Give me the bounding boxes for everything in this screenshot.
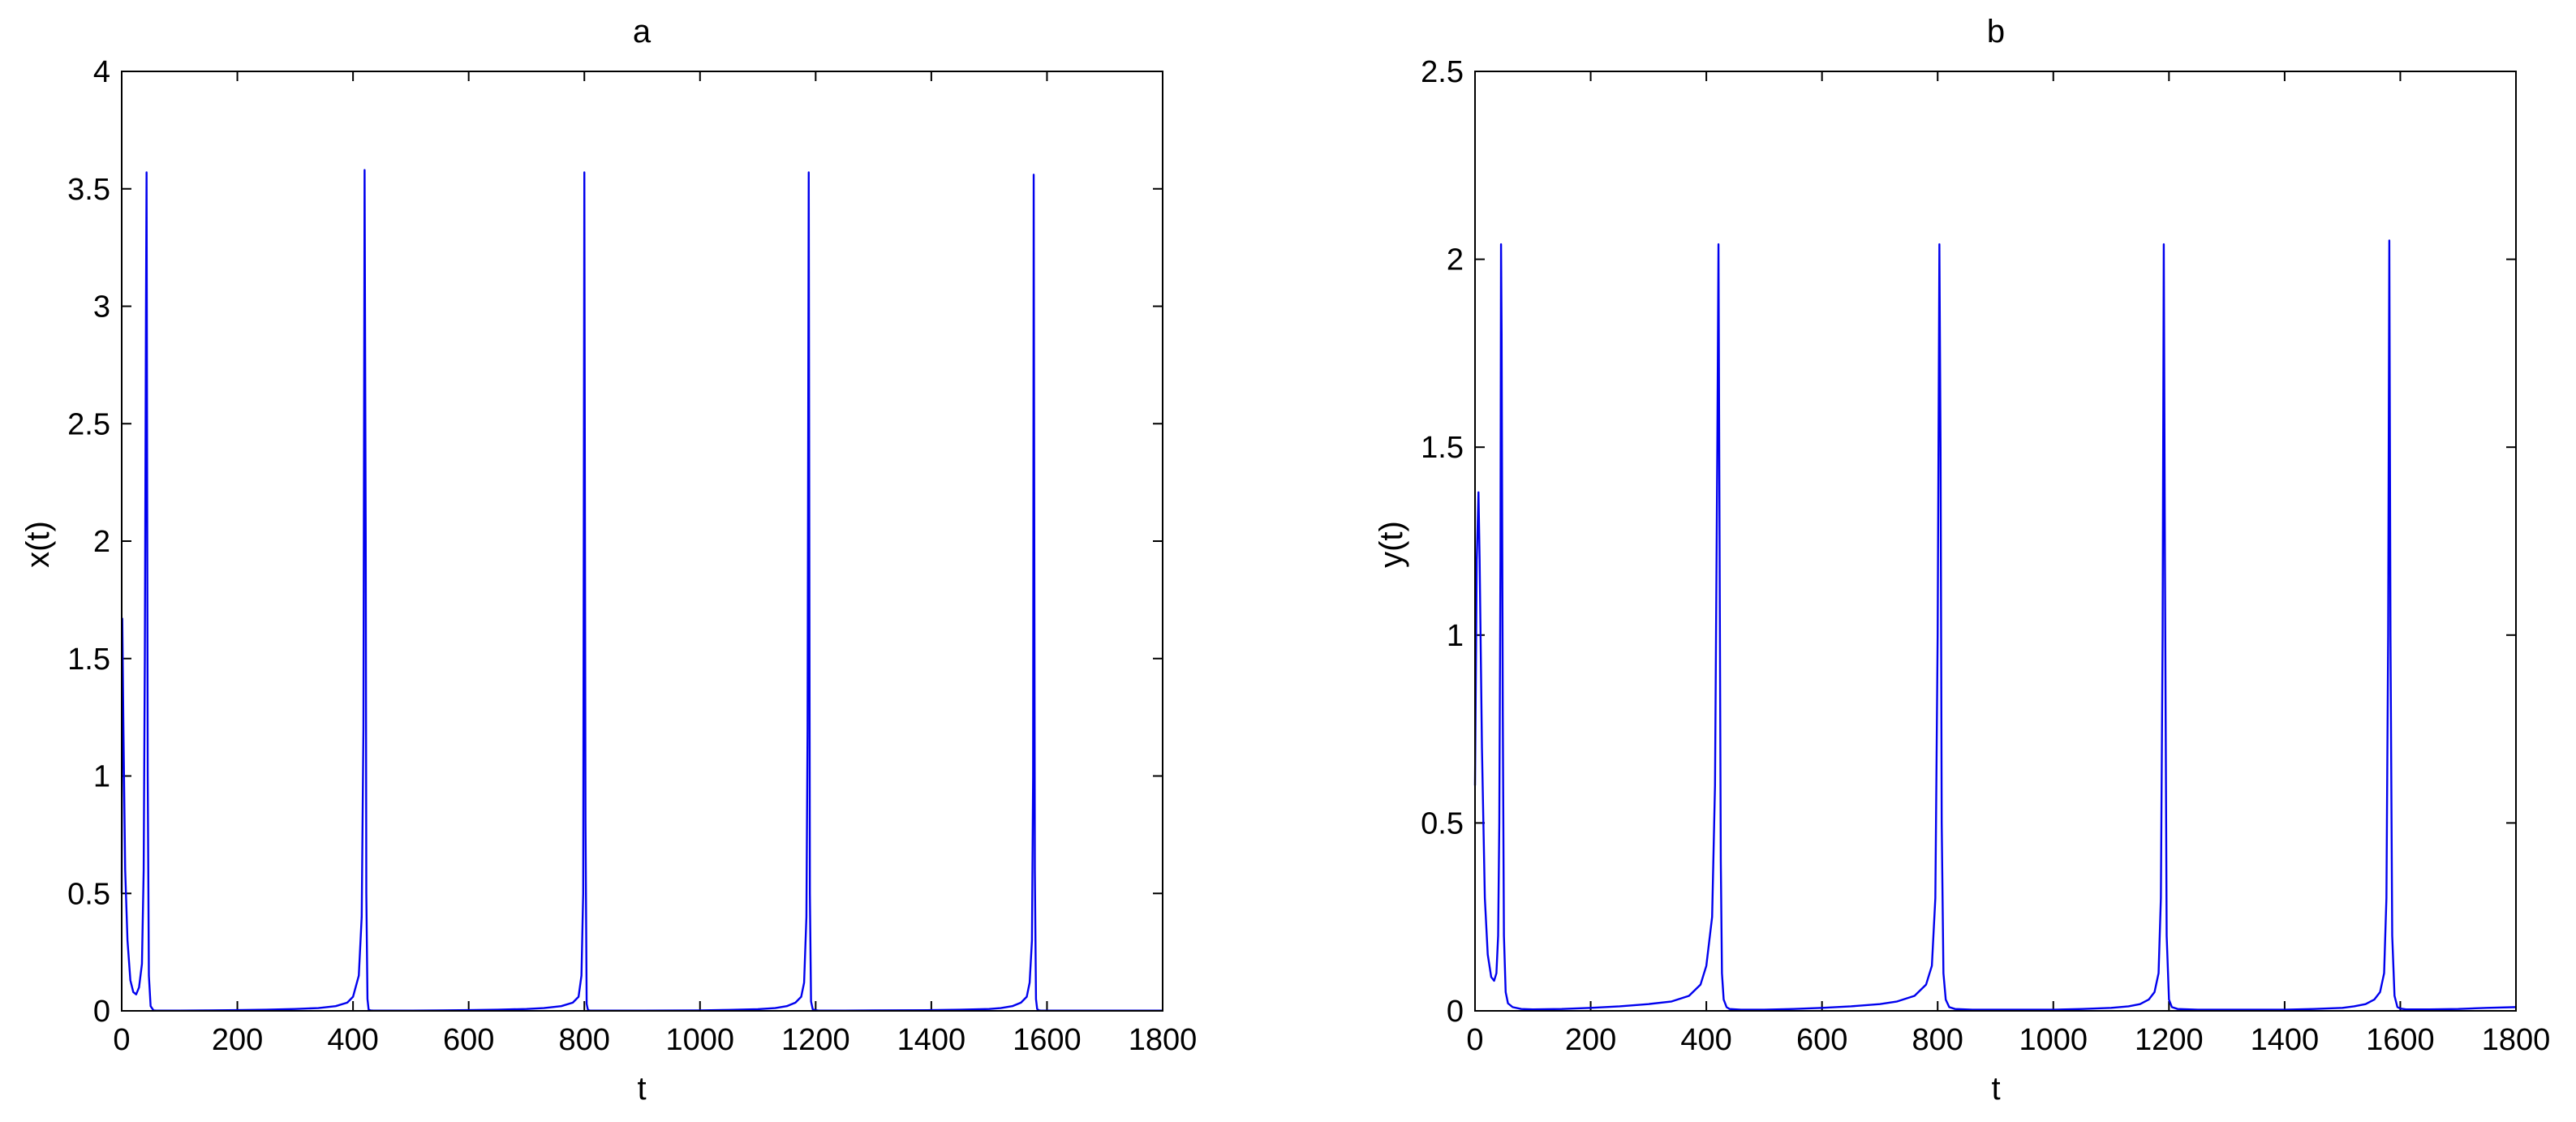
y-tick-label: 4 — [93, 55, 110, 89]
y-tick-label: 3.5 — [67, 173, 110, 207]
x-tick-label: 400 — [327, 1023, 378, 1057]
x-tick-label: 1400 — [2251, 1023, 2320, 1057]
y-axis-label: y(t) — [1374, 521, 1409, 568]
series-group — [120, 169, 1163, 1012]
x-tick-label: 0 — [1466, 1023, 1483, 1057]
x-axis-ticks: 0 200 400 600 800 1000 1200 1400 1600 1800 — [113, 71, 1197, 1057]
y-axis-ticks: 0 0.5 1 1.5 2 2.5 3 3.5 4 — [67, 55, 1163, 1029]
series-line — [120, 169, 1163, 1012]
x-tick-label: 1400 — [897, 1023, 966, 1057]
x-tick-label: 1000 — [2019, 1023, 2088, 1057]
y-tick-label: 2.5 — [1421, 55, 1464, 89]
x-tick-label: 1800 — [2482, 1023, 2551, 1057]
x-tick-label: 1600 — [1013, 1023, 1082, 1057]
x-axis-label: t — [1991, 1071, 2000, 1107]
x-tick-label: 1600 — [2366, 1023, 2435, 1057]
chart-title: a — [633, 14, 652, 49]
y-tick-label: 2 — [1447, 243, 1464, 277]
y-tick-label: 0 — [93, 995, 110, 1029]
y-tick-label: 1 — [1447, 619, 1464, 653]
y-tick-label: 0.5 — [1421, 806, 1464, 840]
x-tick-label: 800 — [559, 1023, 610, 1057]
plot-frame — [121, 71, 1163, 1012]
y-tick-label: 1.5 — [1421, 431, 1464, 465]
x-tick-label: 200 — [1565, 1023, 1616, 1057]
y-tick-label: 1 — [93, 760, 110, 794]
y-tick-label: 0.5 — [67, 877, 110, 911]
y-tick-label: 3 — [93, 290, 110, 325]
chart-panel-a: a t x(t) 0 200 400 600 800 1000 1200 1400 1600 18… — [20, 14, 1197, 1107]
plot-frame — [1474, 71, 2517, 1012]
chart-panel-b: b t y(t) 0 200 400 600 800 1000 1200 1400 1600 18… — [1374, 14, 2550, 1107]
x-axis-ticks: 0 200 400 600 800 1000 1200 1400 1600 1800 — [1466, 71, 2550, 1057]
x-axis-label: t — [637, 1071, 646, 1107]
x-tick-label: 600 — [443, 1023, 494, 1057]
x-tick-label: 1000 — [666, 1023, 735, 1057]
y-tick-label: 1.5 — [67, 643, 110, 677]
y-tick-label: 2 — [93, 525, 110, 559]
y-tick-label: 0 — [1447, 995, 1464, 1029]
chart-title: b — [1987, 14, 2005, 49]
series-line — [1473, 239, 2517, 1011]
x-tick-label: 1200 — [2135, 1023, 2204, 1057]
series-group — [1473, 239, 2517, 1011]
x-tick-label: 0 — [113, 1023, 130, 1057]
y-axis-label: x(t) — [20, 521, 56, 568]
x-tick-label: 600 — [1796, 1023, 1847, 1057]
x-tick-label: 400 — [1680, 1023, 1731, 1057]
x-tick-label: 1800 — [1129, 1023, 1198, 1057]
x-tick-label: 800 — [1912, 1023, 1963, 1057]
y-tick-label: 2.5 — [67, 407, 110, 441]
x-tick-label: 200 — [212, 1023, 263, 1057]
x-tick-label: 1200 — [781, 1023, 850, 1057]
